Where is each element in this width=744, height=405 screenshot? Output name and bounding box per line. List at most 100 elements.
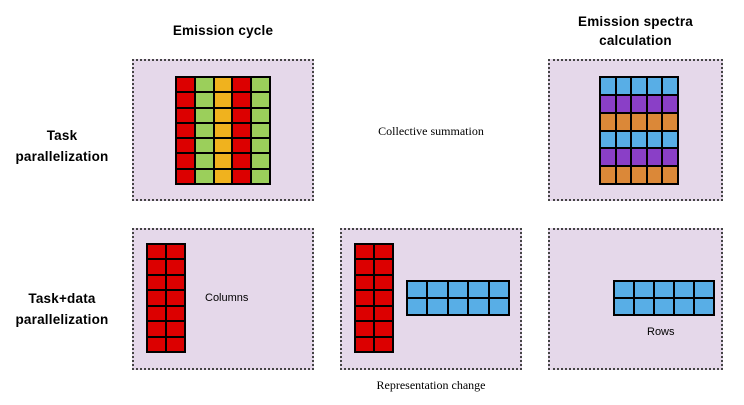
summation-rows-cell: [468, 298, 489, 315]
task-emission-cell: [251, 168, 270, 184]
task-spectra-cell: [662, 112, 678, 131]
summation-columns-cell: [374, 290, 393, 306]
summation-columns-cell: [355, 305, 374, 322]
task-emission-cell: [194, 153, 214, 169]
columns-block-cell: [166, 290, 185, 306]
summation-rows-cell: [407, 281, 428, 298]
columns-block-cell: [166, 259, 185, 275]
caption-representation-change: Representation change: [376, 378, 486, 392]
task-emission-cell: [251, 92, 270, 108]
columns-block-cell: [166, 336, 185, 352]
grid-summation-columns: [354, 243, 394, 353]
summation-columns-cell: [355, 321, 374, 337]
task-spectra-cell: [615, 148, 632, 167]
task-spectra-cell: [600, 166, 616, 184]
task-spectra-cell: [631, 148, 647, 167]
task-emission-cell: [251, 107, 270, 123]
summation-columns-cell: [374, 336, 393, 352]
columns-block-cell: [166, 305, 185, 322]
row-label-task: Task parallelization: [0, 125, 124, 167]
grid-task-emission: [175, 76, 271, 185]
task-spectra-cell: [631, 77, 647, 95]
task-emission-cell: [213, 138, 233, 154]
task-spectra-cell: [600, 148, 616, 167]
task-emission-cell: [232, 107, 252, 123]
heading-emission-cycle: Emission cycle: [172, 23, 274, 38]
summation-rows-cell: [488, 298, 509, 315]
task-emission-cell: [194, 92, 214, 108]
task-emission-cell: [251, 77, 270, 93]
columns-block-cell: [147, 321, 166, 337]
columns-block-cell: [147, 259, 166, 275]
task-spectra-cell: [662, 94, 678, 113]
summation-columns-cell: [374, 321, 393, 337]
summation-columns-cell: [355, 336, 374, 352]
task-spectra-cell: [662, 130, 678, 149]
task-emission-cell: [194, 168, 214, 184]
columns-block-cell: [166, 244, 185, 260]
columns-block-cell: [147, 274, 166, 291]
task-spectra-cell: [662, 77, 678, 95]
row-label-taskdata: Task+data parallelization: [0, 288, 124, 330]
task-emission-cell: [213, 77, 233, 93]
task-spectra-cell: [600, 130, 616, 149]
heading-emission-spectra-line2: calculation: [599, 33, 672, 48]
summation-columns-cell: [355, 290, 374, 306]
task-spectra-cell: [662, 148, 678, 167]
rows-block-cell: [674, 281, 694, 298]
task-emission-cell: [251, 122, 270, 139]
summation-rows-cell: [427, 298, 448, 315]
task-spectra-cell: [646, 112, 663, 131]
task-spectra-cell: [646, 130, 663, 149]
task-emission-cell: [213, 122, 233, 139]
rows-block-cell: [674, 298, 694, 315]
task-emission-cell: [232, 138, 252, 154]
columns-block-cell: [147, 244, 166, 260]
grid-task-spectra: [599, 76, 679, 185]
columns-block-cell: [166, 274, 185, 291]
task-emission-cell: [213, 153, 233, 169]
rows-block-cell: [634, 298, 654, 315]
task-spectra-cell: [600, 94, 616, 113]
caption-columns: Columns: [205, 292, 249, 304]
task-spectra-cell: [646, 166, 663, 184]
task-spectra-cell: [662, 166, 678, 184]
columns-block-cell: [147, 290, 166, 306]
task-spectra-cell: [646, 148, 663, 167]
summation-rows-cell: [447, 281, 469, 298]
task-spectra-cell: [646, 94, 663, 113]
summation-columns-cell: [374, 259, 393, 275]
task-emission-cell: [213, 92, 233, 108]
task-spectra-cell: [615, 130, 632, 149]
task-emission-cell: [232, 122, 252, 139]
task-emission-cell: [232, 92, 252, 108]
task-emission-cell: [176, 153, 195, 169]
rows-block-cell: [654, 281, 674, 298]
row-label-taskdata-line1: Task+data: [28, 291, 96, 306]
summation-columns-cell: [355, 274, 374, 291]
rows-block-cell: [614, 281, 634, 298]
row-label-task-line1: Task: [46, 128, 78, 143]
rows-block-cell: [694, 298, 714, 315]
task-emission-cell: [176, 107, 195, 123]
columns-block-cell: [166, 321, 185, 337]
task-spectra-cell: [615, 94, 632, 113]
task-spectra-cell: [631, 130, 647, 149]
task-spectra-cell: [615, 112, 632, 131]
summation-columns-cell: [374, 274, 393, 291]
rows-block-cell: [654, 298, 674, 315]
summation-columns-cell: [374, 305, 393, 322]
task-spectra-cell: [631, 166, 647, 184]
task-emission-cell: [194, 77, 214, 93]
task-emission-cell: [232, 168, 252, 184]
summation-columns-cell: [355, 259, 374, 275]
task-emission-cell: [176, 77, 195, 93]
row-label-task-line2: parallelization: [15, 149, 109, 164]
task-spectra-cell: [631, 112, 647, 131]
task-spectra-cell: [600, 77, 616, 95]
summation-rows-cell: [407, 298, 428, 315]
summation-columns-cell: [355, 244, 374, 260]
task-spectra-cell: [615, 166, 632, 184]
task-emission-cell: [194, 107, 214, 123]
summation-rows-cell: [468, 281, 489, 298]
